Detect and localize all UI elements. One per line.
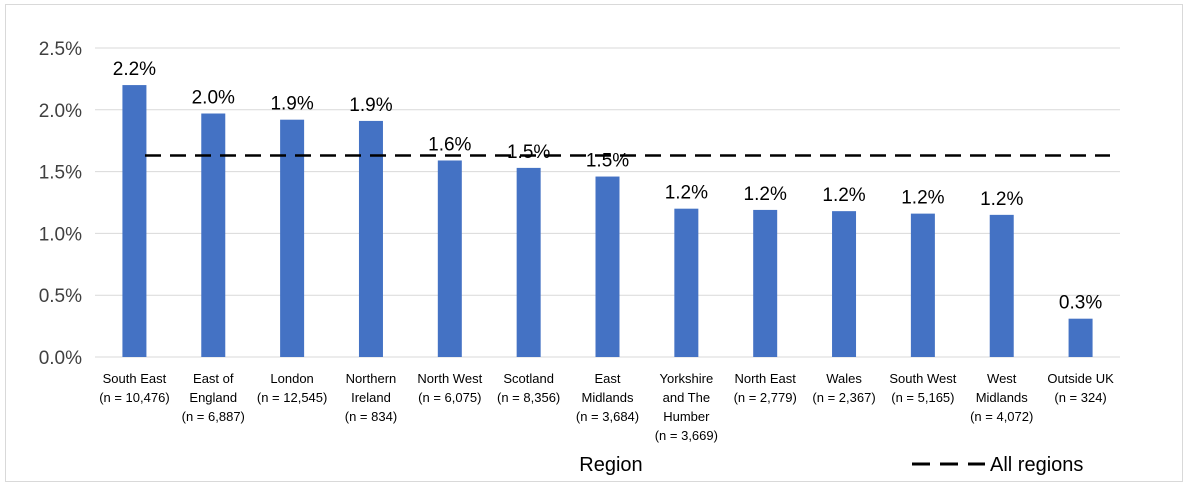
data-label: 1.2%	[744, 184, 787, 205]
data-label: 1.5%	[586, 151, 629, 172]
data-label: 1.5%	[507, 142, 550, 163]
y-tick-label: 0.5%	[39, 286, 82, 307]
data-label: 2.0%	[192, 88, 235, 109]
x-category-label: Scotland (n = 8,356)	[497, 371, 560, 405]
data-label: 0.3%	[1059, 293, 1102, 314]
x-axis-title: Region	[579, 454, 642, 476]
data-label: 1.6%	[428, 134, 471, 155]
x-axis-categories: South East (n = 10,476) East of England (n =…	[99, 371, 1114, 443]
y-tick-label: 2.0%	[39, 101, 82, 122]
bar	[516, 167, 541, 357]
bar	[201, 113, 226, 358]
data-label: 1.9%	[349, 95, 392, 116]
bar	[753, 209, 778, 357]
bar	[437, 160, 462, 357]
y-axis-ticks: 0.0% 0.5% 1.0% 1.5% 2.0% 2.5%	[39, 39, 82, 369]
x-category-label: South East (n = 10,476)	[99, 371, 169, 405]
bar	[989, 214, 1014, 357]
x-category-label: East of England (n = 6,887)	[182, 371, 245, 424]
data-label: 1.2%	[901, 188, 944, 209]
y-tick-label: 0.0%	[39, 348, 82, 369]
data-labels: 2.2% 2.0% 1.9% 1.9% 1.6% 1.5% 1.5% 1.2% 1.2% 1.2%…	[113, 59, 1103, 314]
bar	[1068, 318, 1093, 357]
x-category-label: London (n = 12,545)	[257, 371, 327, 405]
bar	[358, 120, 383, 357]
bar	[674, 208, 699, 357]
y-tick-label: 1.5%	[39, 163, 82, 184]
gridlines	[95, 47, 1120, 358]
data-label: 2.2%	[113, 59, 156, 80]
legend: All regions	[912, 454, 1083, 476]
bar	[832, 211, 857, 357]
x-category-label: Outside UK (n = 324)	[1047, 371, 1114, 405]
x-category-label: South West (n = 5,165)	[889, 371, 956, 405]
x-category-label: Wales (n = 2,367)	[812, 371, 875, 405]
bars	[122, 85, 1093, 358]
data-label: 1.9%	[270, 94, 313, 115]
y-tick-label: 2.5%	[39, 39, 82, 60]
bar	[122, 85, 147, 357]
x-category-label: North East (n = 2,779)	[734, 371, 797, 405]
data-label: 1.2%	[665, 183, 708, 204]
bar	[910, 213, 935, 357]
x-category-label: North West (n = 6,075)	[417, 371, 482, 405]
y-tick-label: 1.0%	[39, 224, 82, 245]
x-category-label: West Midlands (n = 4,072)	[970, 371, 1033, 424]
x-category-label: Northern Ireland (n = 834)	[345, 371, 397, 424]
data-label: 1.2%	[980, 189, 1023, 210]
x-category-label: Yorkshire and The Humber (n = 3,669)	[655, 371, 718, 443]
bar	[280, 119, 305, 357]
legend-label-all-regions: All regions	[990, 454, 1083, 476]
data-label: 1.2%	[822, 185, 865, 206]
x-category-label: East Midlands (n = 3,684)	[576, 371, 639, 424]
bar	[595, 176, 620, 357]
